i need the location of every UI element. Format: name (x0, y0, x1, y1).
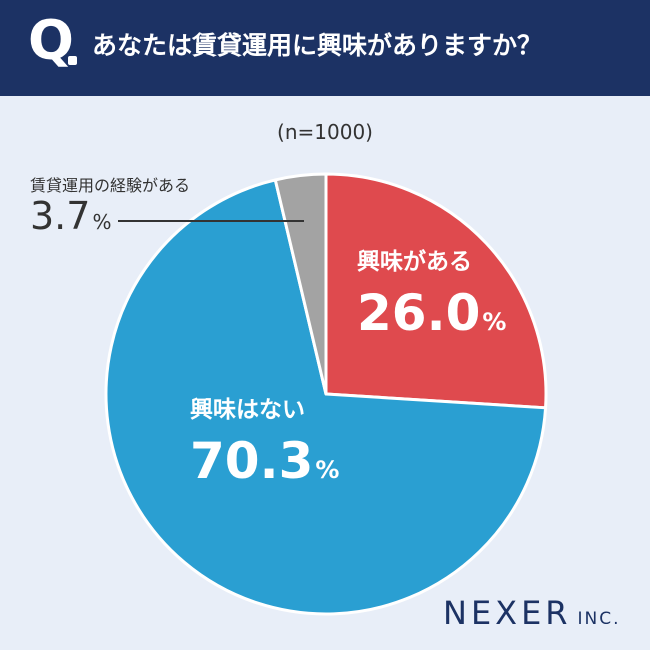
label-not-interested: 興味はない 70.3% (190, 397, 340, 487)
pie-slice-experienced (273, 172, 328, 396)
label-experienced-value: 3.7 (30, 194, 91, 238)
label-experienced-unit: % (92, 210, 112, 234)
brand-suffix: INC. (577, 609, 621, 629)
brand-name: NEXER (443, 594, 572, 632)
leader-line (118, 220, 304, 222)
brand-logo: NEXER INC. (443, 597, 621, 629)
question-text: あなたは賃貸運用に興味がありますか？ (92, 31, 543, 60)
label-experienced: 3.7% (30, 197, 111, 235)
pie-slice-interested (324, 172, 548, 410)
label-interested: 興味がある 26.0% (357, 249, 507, 339)
q-dot (68, 56, 77, 65)
label-interested-unit: % (482, 308, 507, 336)
label-interested-value: 26.0 (357, 284, 481, 342)
label-interested-name: 興味がある (357, 249, 472, 275)
label-not-interested-value: 70.3 (190, 432, 314, 490)
q-mark: Q (28, 9, 74, 72)
question-header: Q あなたは賃貸運用に興味がありますか？ (0, 0, 650, 96)
label-not-interested-name: 興味はない (190, 397, 305, 423)
sample-size-label: (n=1000) (277, 120, 373, 144)
label-not-interested-unit: % (315, 456, 340, 484)
label-experienced-name: 賃貸運用の経験がある (30, 176, 191, 195)
pie-slice-not-interested (104, 178, 548, 616)
